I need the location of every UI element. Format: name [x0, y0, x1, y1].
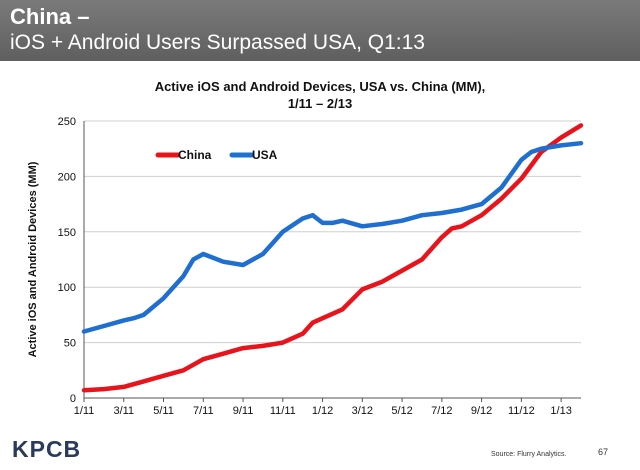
x-tick-label: 7/11	[193, 405, 214, 417]
chart-title-period: 1/11 – 2/13	[287, 96, 353, 111]
chart-title: Active iOS and Android Devices, USA vs. …	[154, 79, 486, 94]
kpcb-logo: KPCB	[12, 436, 82, 462]
header-bar: China – iOS + Android Users Surpassed US…	[0, 0, 640, 61]
x-tick-label: 1/13	[550, 405, 571, 417]
y-tick-label: 200	[58, 171, 76, 183]
x-tick-label: 5/12	[391, 405, 412, 417]
y-tick-label: 150	[58, 227, 76, 239]
x-tick-label: 1/12	[312, 405, 333, 417]
source-note: Source: Flurry Analytics.	[491, 451, 567, 458]
x-tick-label: 1/11	[74, 405, 95, 417]
series-line-usa	[81, 140, 584, 334]
y-tick-label: 0	[70, 393, 76, 405]
y-tick-label: 50	[64, 338, 76, 350]
legend-label-china: China	[178, 148, 212, 162]
x-tick-label: 3/12	[352, 405, 373, 417]
x-tick-label: 3/11	[113, 405, 134, 417]
series-line-china	[81, 123, 584, 393]
x-tick-label: 7/12	[431, 405, 452, 417]
x-tick-label: 11/11	[270, 405, 296, 417]
x-tick-label: 9/12	[471, 405, 492, 417]
y-tick-label: 100	[58, 282, 76, 294]
legend-label-usa: USA	[252, 148, 278, 162]
x-tick-label: 9/11	[233, 405, 254, 417]
x-tick-label: 11/12	[508, 405, 535, 417]
slide-title: China –	[10, 4, 90, 29]
page-number: 67	[598, 447, 609, 457]
x-tick-label: 5/11	[153, 405, 174, 417]
y-tick-label: 250	[58, 116, 76, 128]
y-axis-label: Active iOS and Android Devices (MM)	[27, 161, 39, 357]
slide-subtitle: iOS + Android Users Surpassed USA, Q1:13	[10, 31, 425, 54]
